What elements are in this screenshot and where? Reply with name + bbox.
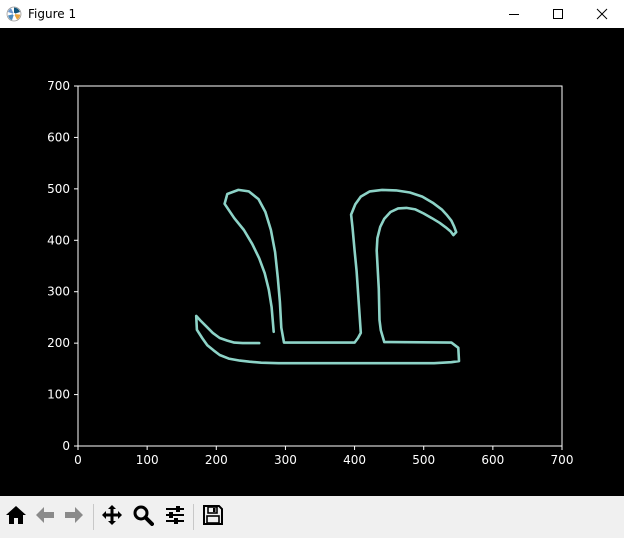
- navigation-toolbar: [0, 496, 624, 538]
- y-tick-label: 200: [47, 336, 70, 350]
- x-tick-label: 500: [412, 453, 435, 467]
- axes-frame: [77, 85, 563, 447]
- x-tick-label: 600: [481, 453, 504, 467]
- home-icon: [5, 504, 27, 530]
- plot-area: 0 100 200 300 400 500 600 700 0 100 200 300 400 500 60…: [47, 79, 574, 467]
- back-button[interactable]: [32, 504, 58, 530]
- x-tick-label: 100: [136, 453, 159, 467]
- x-tick-label: 0: [74, 453, 82, 467]
- sliders-icon: [164, 504, 186, 530]
- zoom-button[interactable]: [130, 504, 156, 530]
- title-bar[interactable]: Figure 1: [0, 0, 624, 28]
- arrow-right-icon: [63, 504, 85, 530]
- close-button[interactable]: [580, 0, 624, 28]
- arrow-left-icon: [34, 504, 56, 530]
- move-arrows-icon: [101, 504, 123, 530]
- x-tick-label: 200: [205, 453, 228, 467]
- y-tick-label: 300: [47, 285, 70, 299]
- x-tick-label: 300: [274, 453, 297, 467]
- maximize-icon: [552, 8, 564, 20]
- minimize-button[interactable]: [492, 0, 536, 28]
- toolbar-separator: [93, 504, 94, 530]
- save-button[interactable]: [200, 504, 226, 530]
- figure-canvas[interactable]: 0 100 200 300 400 500 600 700 0 100 200 300 400 500 60…: [0, 28, 624, 496]
- toolbar-separator: [193, 504, 194, 530]
- y-tick-label: 600: [47, 130, 70, 144]
- pan-button[interactable]: [99, 504, 125, 530]
- matplotlib-logo-icon: [6, 6, 22, 22]
- minimize-icon: [508, 8, 520, 20]
- y-tick-label: 500: [47, 182, 70, 196]
- series-line: [194, 188, 461, 365]
- y-tick-label: 700: [47, 79, 70, 93]
- configure-subplots-button[interactable]: [162, 504, 188, 530]
- y-tick-label: 100: [47, 388, 70, 402]
- maximize-button[interactable]: [536, 0, 580, 28]
- x-tick-label: 400: [343, 453, 366, 467]
- close-icon: [596, 8, 608, 20]
- floppy-disk-icon: [202, 504, 224, 530]
- x-tick-label: 700: [551, 453, 574, 467]
- home-button[interactable]: [3, 504, 29, 530]
- magnifier-icon: [132, 504, 154, 530]
- window-title: Figure 1: [28, 7, 77, 21]
- forward-button[interactable]: [61, 504, 87, 530]
- y-tick-label: 400: [47, 233, 70, 247]
- y-tick-label: 0: [62, 439, 70, 453]
